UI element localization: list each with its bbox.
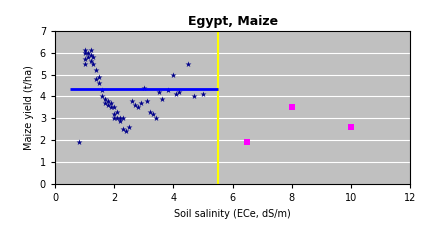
Point [81, 57, 88, 61]
Point [111, 112, 118, 116]
Point [102, 97, 109, 101]
Point [185, 62, 192, 65]
Point [135, 105, 141, 109]
Point [96, 81, 103, 85]
Point [117, 119, 124, 122]
Point [149, 112, 156, 116]
Point [102, 101, 109, 105]
Point [348, 125, 354, 129]
Point [137, 101, 144, 105]
Point [170, 73, 177, 76]
Point [90, 55, 97, 59]
Point [84, 55, 91, 59]
Point [93, 77, 100, 81]
Point [99, 95, 106, 98]
Point [123, 130, 129, 133]
Point [120, 116, 126, 120]
Point [81, 49, 88, 52]
Point [146, 110, 153, 114]
Point [114, 110, 121, 114]
Point [288, 105, 295, 109]
Point [120, 127, 126, 131]
Point [93, 68, 100, 72]
Point [200, 92, 206, 96]
Point [129, 99, 135, 103]
Point [108, 101, 115, 105]
Point [111, 116, 118, 120]
Point [143, 99, 150, 103]
Point [87, 53, 94, 57]
Point [158, 97, 165, 101]
X-axis label: Soil salinity (ECe, dS/m): Soil salinity (ECe, dS/m) [174, 209, 291, 219]
Point [173, 92, 180, 96]
Point [87, 49, 94, 52]
Point [75, 141, 82, 144]
Point [96, 75, 103, 79]
Point [81, 51, 88, 55]
Point [84, 51, 91, 55]
Point [117, 116, 124, 120]
Point [152, 116, 159, 120]
Point [105, 99, 112, 103]
Point [114, 116, 121, 120]
Point [90, 62, 97, 65]
Point [244, 141, 251, 144]
Point [87, 59, 94, 63]
Point [111, 105, 118, 109]
Point [191, 95, 198, 98]
Point [126, 125, 132, 129]
Title: Egypt, Maize: Egypt, Maize [187, 15, 278, 28]
Point [99, 88, 106, 92]
Point [164, 88, 171, 92]
Point [155, 90, 162, 94]
Point [81, 62, 88, 65]
Y-axis label: Maize yield (t/ha): Maize yield (t/ha) [24, 65, 34, 150]
Point [105, 103, 112, 107]
Point [132, 103, 138, 107]
Point [140, 86, 147, 89]
Point [108, 105, 115, 109]
Point [176, 90, 183, 94]
